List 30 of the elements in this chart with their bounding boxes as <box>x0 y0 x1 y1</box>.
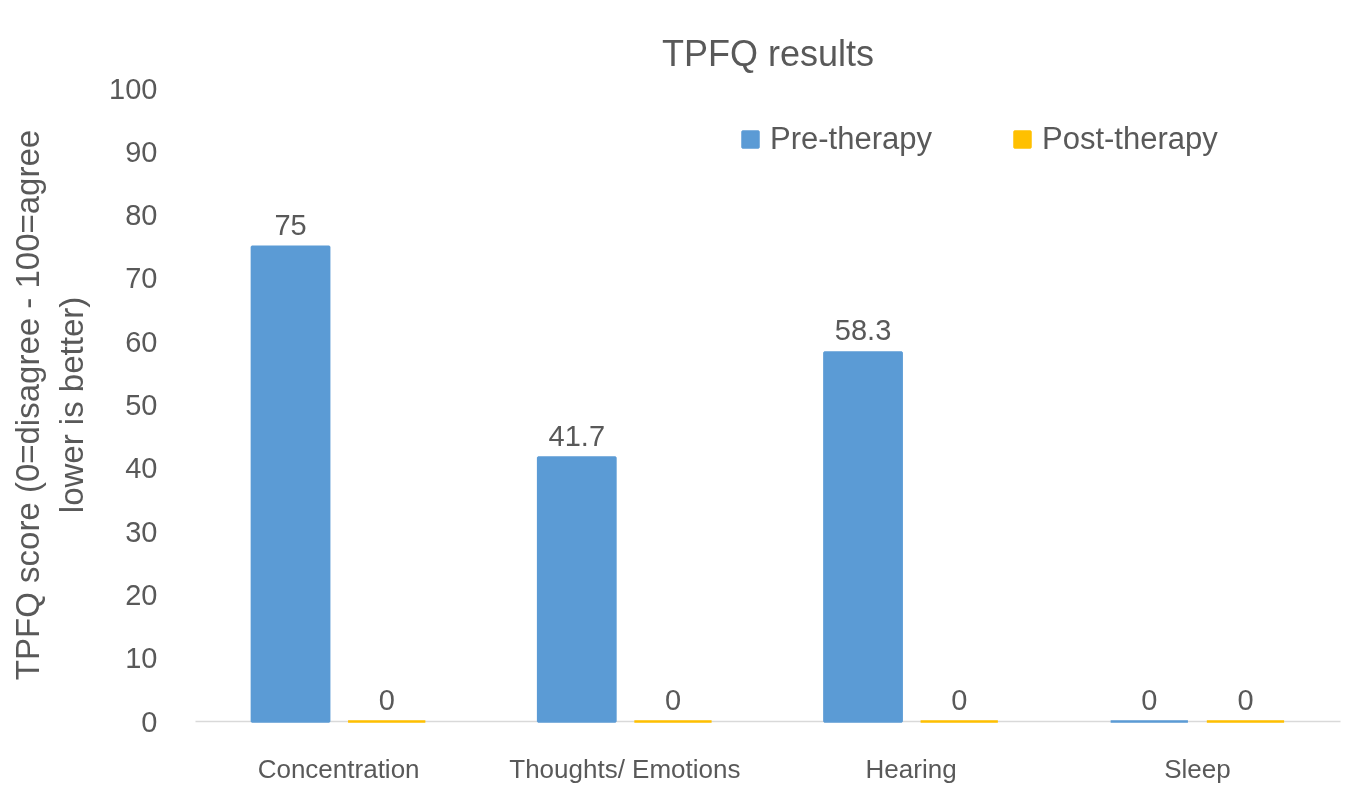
bar <box>536 456 617 723</box>
y-tick-label: 40 <box>125 452 158 485</box>
legend-label: Post-therapy <box>1041 121 1218 157</box>
x-tick-label: Hearing <box>865 753 957 784</box>
y-tick-label: 0 <box>141 705 158 738</box>
x-tick-label: Thoughts/ Emotions <box>509 753 741 784</box>
y-tick-label: 80 <box>125 199 158 232</box>
data-label: 41.7 <box>548 419 606 452</box>
chart-title: TPFQ results <box>661 32 875 74</box>
data-label: 75 <box>274 208 307 241</box>
y-tick-label: 20 <box>125 578 158 611</box>
y-tick-label: 50 <box>125 389 158 421</box>
y-axis-title: TPFQ score (0=disagree - 100=agree lower is better) <box>8 129 91 681</box>
legend-label: Pre-therapy <box>770 121 932 157</box>
y-tick-label: 90 <box>125 135 158 168</box>
x-tick-label: Concentration <box>257 753 420 784</box>
y-tick-label: 30 <box>125 515 158 548</box>
y-tick-label: 70 <box>125 262 158 295</box>
y-tick-label: 10 <box>125 642 158 675</box>
y-tick-label: 60 <box>125 325 158 358</box>
data-label: 0 <box>951 683 968 716</box>
data-label: 0 <box>378 683 395 716</box>
bar <box>250 245 331 723</box>
data-label: 58.3 <box>834 314 892 347</box>
bar <box>823 351 903 723</box>
data-label: 0 <box>1237 683 1254 716</box>
x-tick-label: Sleep <box>1164 753 1231 784</box>
data-label: 0 <box>664 683 682 716</box>
y-tick-label: 100 <box>109 72 158 105</box>
data-label: 0 <box>1141 683 1158 716</box>
